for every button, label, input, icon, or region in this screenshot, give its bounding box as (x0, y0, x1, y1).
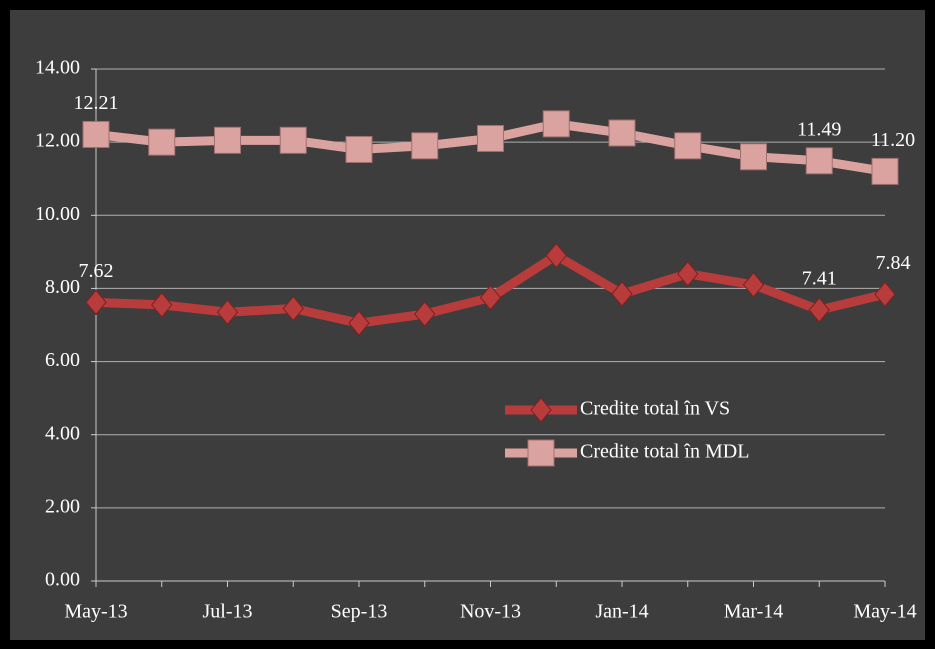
marker (479, 284, 502, 311)
legend-label: Credite total în MDL (580, 441, 749, 463)
marker (411, 132, 439, 160)
y-tick-label: 6.00 (45, 349, 80, 371)
marker (611, 281, 633, 307)
legend-marker (530, 397, 552, 423)
marker (151, 292, 173, 318)
marker (477, 124, 504, 152)
marker (677, 261, 699, 287)
x-tick-label: Mar-14 (724, 601, 784, 623)
marker (216, 299, 239, 325)
x-tick-label: May-14 (853, 601, 916, 623)
marker (148, 128, 176, 156)
marker (85, 289, 107, 316)
marker (82, 120, 110, 148)
marker (608, 119, 636, 147)
marker (874, 281, 896, 308)
marker (214, 126, 241, 154)
marker (282, 295, 304, 322)
y-tick-label: 2.00 (45, 495, 80, 517)
x-tick-label: Jan-14 (595, 601, 648, 623)
data-label: 7.62 (79, 260, 114, 282)
y-tick-label: 14.00 (35, 57, 80, 79)
chart-area (10, 10, 925, 640)
marker (279, 126, 307, 154)
x-tick-label: Jul-13 (203, 601, 253, 623)
marker (674, 132, 702, 160)
marker (808, 297, 830, 323)
data-label: 11.49 (797, 118, 841, 140)
marker (414, 301, 436, 327)
legend-label: Credite total în VS (580, 398, 730, 420)
marker (742, 271, 765, 298)
data-label: 7.41 (802, 268, 837, 290)
y-tick-label: 0.00 (45, 569, 80, 591)
marker (805, 147, 833, 175)
y-tick-label: 12.00 (35, 130, 80, 152)
x-tick-label: May-13 (64, 601, 127, 623)
legend-marker (527, 439, 555, 467)
marker (545, 242, 567, 269)
data-label: 7.84 (876, 252, 911, 274)
data-label: 12.21 (74, 92, 119, 114)
y-tick-label: 4.00 (45, 422, 80, 444)
marker (542, 110, 570, 138)
marker (348, 310, 370, 336)
y-tick-label: 10.00 (35, 203, 80, 225)
x-tick-label: Sep-13 (331, 601, 388, 623)
x-tick-label: Nov-13 (460, 601, 521, 623)
marker (871, 157, 899, 185)
marker (345, 135, 373, 163)
data-label: 11.20 (871, 129, 915, 151)
marker (740, 143, 767, 171)
y-tick-label: 8.00 (45, 276, 80, 298)
